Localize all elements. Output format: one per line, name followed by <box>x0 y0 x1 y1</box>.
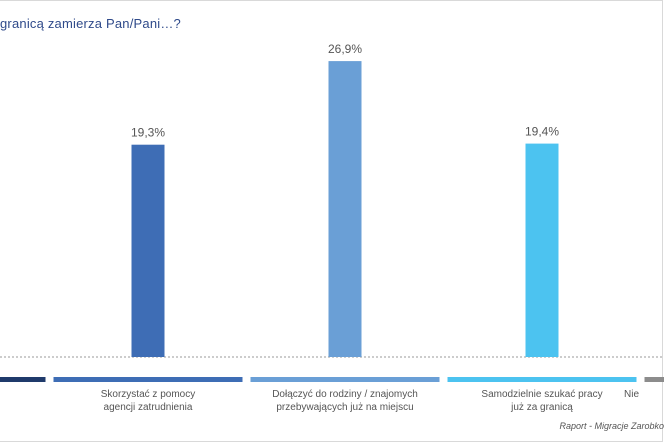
category-label-line: Dołączyć do rodziny / znajomych <box>272 389 418 400</box>
category-label-line: Samodzielnie szukać pracy <box>481 389 603 400</box>
legend-swatch-4 <box>644 377 664 382</box>
chart-title: granicą zamierza Pan/Pani…? <box>0 16 181 31</box>
category-label-2: Dołączyć do rodziny / znajomych przebywaj… <box>255 388 435 414</box>
legend-swatch-2 <box>250 377 440 382</box>
category-label-line: Nie <box>624 389 640 400</box>
category-label-line: już za granicą <box>511 402 573 413</box>
bar-2 <box>328 61 362 357</box>
bar-3 <box>525 143 559 357</box>
source-note: Raport - Migracje Zarobko <box>559 421 664 431</box>
bar-1 <box>131 144 165 357</box>
legend-swatch-0 <box>0 377 46 382</box>
data-label-3: 19,4% <box>525 125 559 139</box>
category-label-4: Nie <box>624 388 664 401</box>
category-label-3: Samodzielnie szukać pracy już za granicą <box>452 388 632 414</box>
data-label-1: 19,3% <box>131 126 165 140</box>
category-label-line: przebywających już na miejscu <box>276 402 414 413</box>
data-label-2: 26,9% <box>328 42 362 56</box>
category-label-line: agencji zatrudnienia <box>103 402 193 413</box>
legend-swatch-3 <box>447 377 637 382</box>
category-label-line: Skorzystać z pomocy <box>100 389 196 400</box>
category-label-1: Skorzystać z pomocy agencji zatrudnienia <box>58 388 238 414</box>
legend-swatch-1 <box>53 377 243 382</box>
